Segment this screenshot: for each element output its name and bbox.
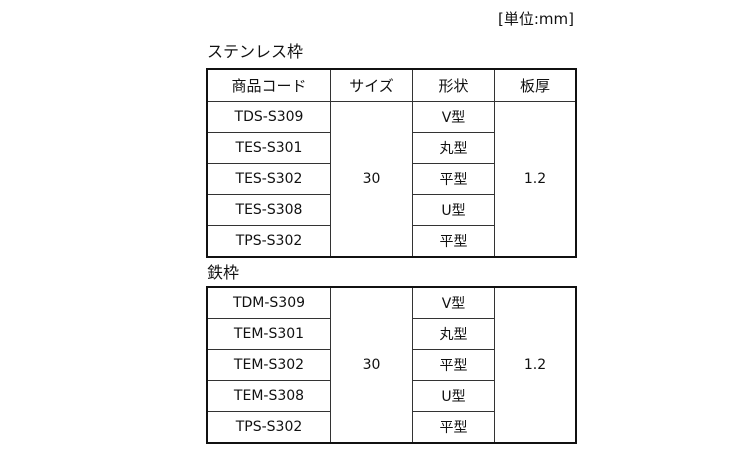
shape-cell: 平型: [412, 349, 495, 381]
product-code-cell: TDM-S309: [206, 286, 331, 319]
product-code-cell: TES-S308: [206, 194, 331, 226]
product-code-cell: TPS-S302: [206, 411, 331, 444]
table-row: TDS-S309 30 V型 1.2: [206, 101, 577, 258]
shape-cell: U型: [412, 194, 495, 226]
table-row: TEM-S308 U型: [206, 380, 576, 412]
section-title: ステンレス枠: [207, 42, 304, 61]
product-code-cell: TES-S302: [206, 163, 331, 195]
table-row: TES-S308 U型: [206, 194, 576, 226]
thickness-cell: 1.2: [494, 101, 577, 258]
table-row: TEM-S302 平型: [206, 349, 576, 381]
table-row: TES-S302 平型: [206, 163, 576, 195]
shape-cell: V型: [412, 101, 495, 133]
table-row: TDM-S309 30 V型 1.2: [206, 286, 577, 444]
product-code-cell: TEM-S301: [206, 318, 331, 350]
column-header: サイズ: [330, 68, 413, 102]
shape-cell: 丸型: [412, 132, 495, 164]
table-row: TES-S301 丸型: [206, 132, 576, 164]
shape-cell: V型: [412, 286, 495, 319]
product-code-cell: TDS-S309: [206, 101, 331, 133]
shape-cell: 丸型: [412, 318, 495, 350]
shape-cell: 平型: [412, 225, 495, 258]
table-row: TPS-S302 平型: [206, 411, 576, 444]
column-header: 形状: [412, 68, 495, 102]
product-code-cell: TES-S301: [206, 132, 331, 164]
header-row: 商品コード サイズ 形状 板厚: [206, 68, 577, 102]
table-row: TPS-S302 平型: [206, 225, 576, 258]
thickness-cell: 1.2: [494, 286, 577, 444]
shape-cell: 平型: [412, 163, 495, 195]
spec-table: 商品コード サイズ 形状 板厚 TDS-S309 30 V型 1.2 TES-S301 丸型 TES…: [206, 68, 577, 258]
column-header: 板厚: [494, 68, 577, 102]
table-row: TEM-S301 丸型: [206, 318, 576, 350]
shape-cell: U型: [412, 380, 495, 412]
spec-table: TDM-S309 30 V型 1.2 TEM-S301 丸型 TEM-S302 平型 TEM-S…: [206, 286, 577, 444]
product-code-cell: TEM-S302: [206, 349, 331, 381]
size-cell: 30: [330, 286, 413, 444]
size-cell: 30: [330, 101, 413, 258]
section-title: 鉄枠: [207, 263, 240, 282]
column-header: 商品コード: [206, 68, 331, 102]
product-code-cell: TPS-S302: [206, 225, 331, 258]
unit-label: [単位:mm]: [498, 10, 574, 28]
product-code-cell: TEM-S308: [206, 380, 331, 412]
shape-cell: 平型: [412, 411, 495, 444]
